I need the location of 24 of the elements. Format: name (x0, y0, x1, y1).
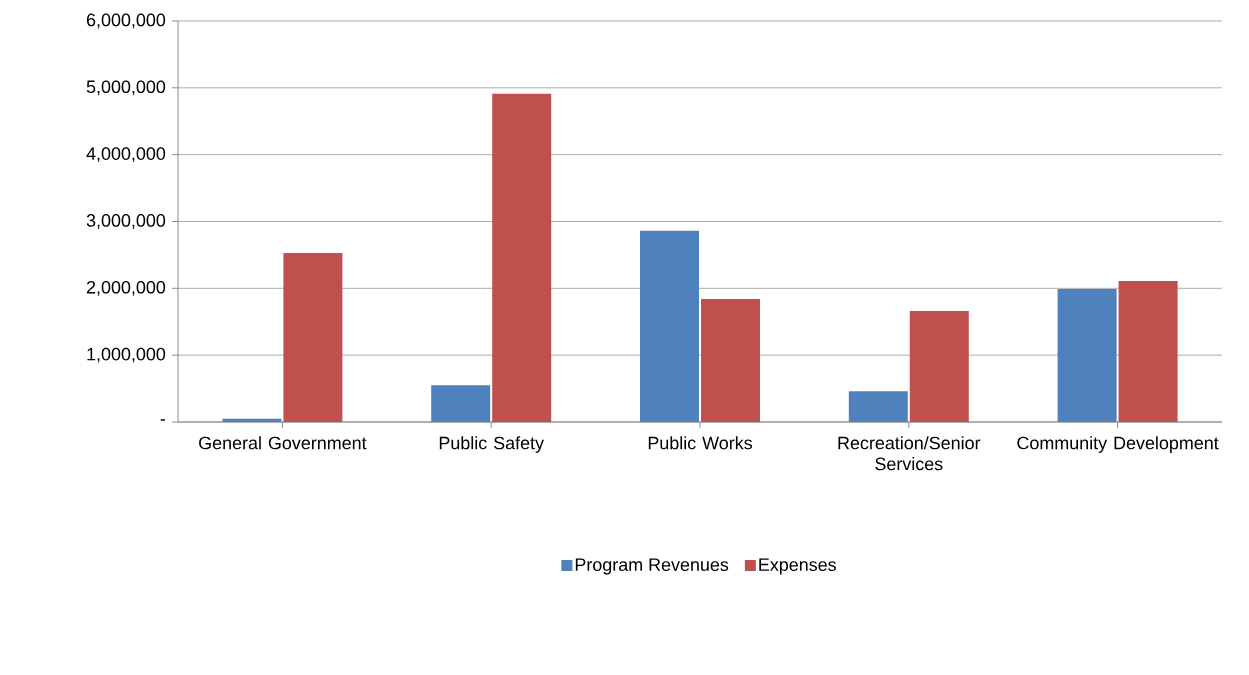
bar (431, 385, 491, 422)
bar (222, 418, 282, 422)
bar (701, 299, 760, 422)
legend-label: Program Revenues (575, 558, 729, 575)
bar (283, 252, 343, 422)
x-tick-label: General Government (199, 436, 367, 450)
bar (492, 93, 552, 422)
bar (848, 391, 908, 422)
y-tick-label: 4,000,000 (86, 147, 166, 163)
legend-label: Expenses (759, 558, 836, 575)
y-tick-label: 3,000,000 (86, 214, 166, 229)
y-tick-label: 6,000,000 (86, 13, 166, 29)
bar (909, 311, 969, 422)
bar (640, 230, 700, 422)
y-tick-label: 2,000,000 (86, 280, 166, 296)
x-tick-label: Public Works (648, 436, 753, 450)
bar (1118, 280, 1178, 422)
x-tick-label: Public Safety (439, 436, 544, 453)
x-tick-label: Recreation/Senior Services (838, 436, 981, 471)
bar (1057, 288, 1117, 422)
x-tick-label: Community Development (1017, 436, 1219, 453)
y-tick-label: - (160, 419, 166, 421)
y-tick-label: 1,000,000 (87, 347, 166, 363)
y-tick-label: 5,000,000 (86, 80, 166, 96)
